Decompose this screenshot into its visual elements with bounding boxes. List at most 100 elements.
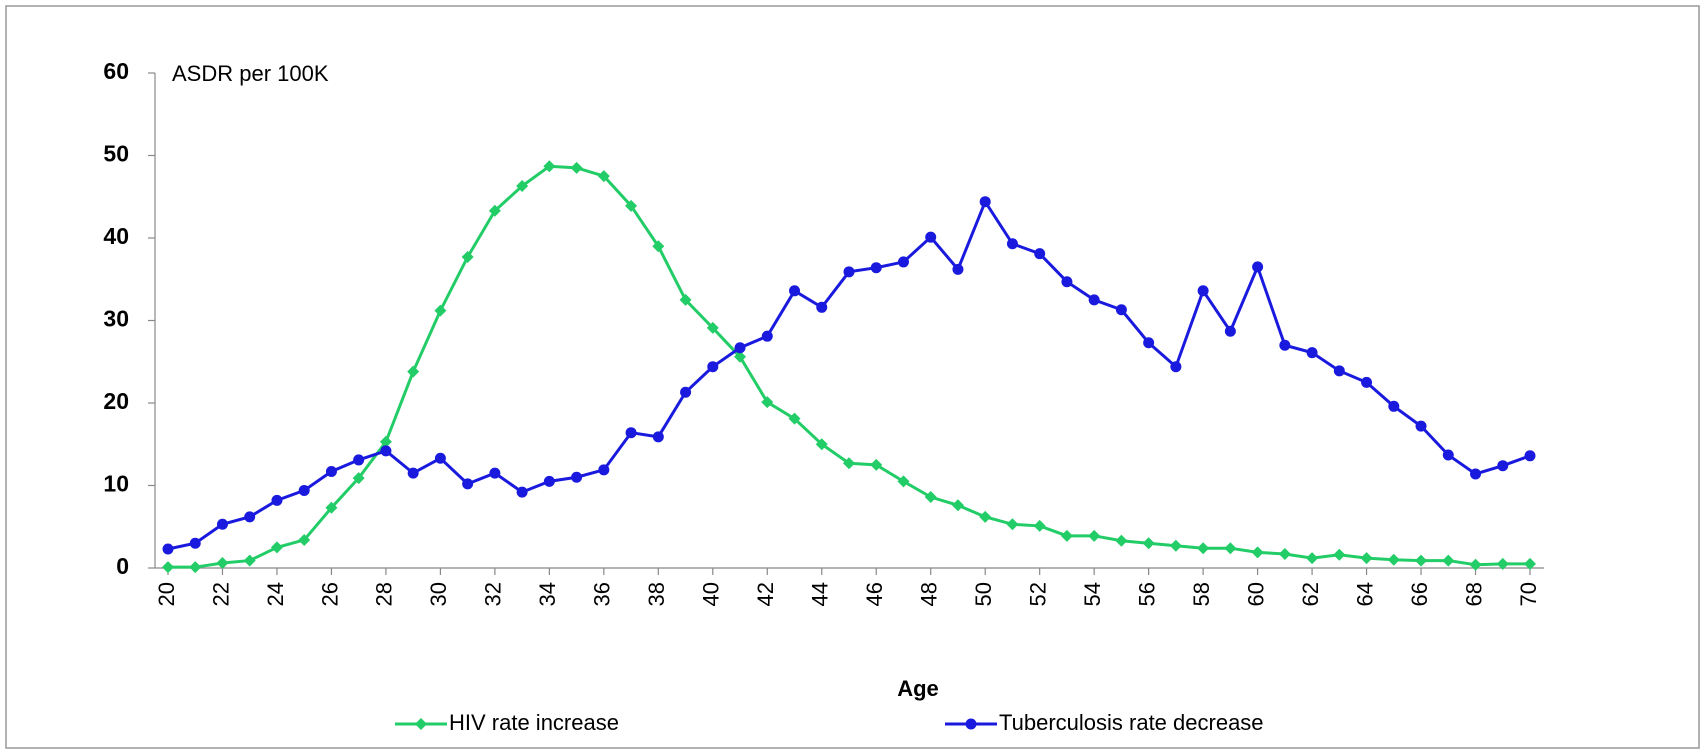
x-tick-label: 50 — [971, 582, 996, 606]
point — [1278, 547, 1291, 560]
point — [380, 445, 392, 457]
legend-marker — [415, 718, 427, 730]
chart-frame — [5, 5, 1700, 749]
x-tick-label: 24 — [263, 582, 288, 606]
point — [353, 454, 365, 466]
point — [951, 499, 964, 512]
point — [625, 427, 637, 439]
point — [788, 412, 801, 425]
x-tick-label: 60 — [1243, 582, 1268, 606]
point — [1115, 304, 1127, 316]
point — [1224, 325, 1236, 337]
point — [652, 240, 665, 253]
point — [1170, 361, 1182, 373]
point — [162, 561, 174, 574]
point — [761, 330, 773, 342]
point — [325, 465, 337, 477]
y-tick-label: 50 — [103, 141, 129, 167]
point — [1033, 519, 1046, 532]
legend-marker — [965, 718, 977, 730]
point — [243, 554, 256, 567]
y-tick-label: 10 — [103, 471, 129, 497]
point — [189, 537, 201, 549]
point — [1088, 294, 1100, 306]
point — [1252, 261, 1264, 273]
x-tick-label: 30 — [426, 582, 451, 606]
point — [1469, 558, 1482, 571]
x-tick-label: 64 — [1352, 582, 1377, 606]
point — [489, 467, 501, 479]
y-tick-label: 30 — [103, 306, 129, 332]
x-tick-label: 22 — [208, 582, 233, 606]
x-tick-label: 26 — [317, 582, 342, 606]
point — [1360, 552, 1373, 565]
x-tick-label: 38 — [644, 582, 669, 606]
point — [1006, 518, 1019, 531]
x-tick-label: 32 — [481, 582, 506, 606]
x-tick-label: 44 — [808, 582, 833, 606]
point — [516, 486, 528, 498]
legend-label: Tuberculosis rate decrease — [999, 710, 1264, 735]
y-tick-label: 60 — [103, 58, 129, 84]
point — [1497, 460, 1509, 472]
point — [1306, 347, 1318, 359]
point — [379, 435, 392, 448]
x-tick-label: 34 — [535, 582, 560, 606]
point — [680, 386, 692, 398]
x-tick-label: 48 — [917, 582, 942, 606]
point — [816, 301, 828, 313]
point — [216, 518, 228, 530]
point — [1306, 552, 1319, 565]
point — [543, 160, 556, 173]
point — [979, 510, 992, 523]
point — [1333, 548, 1346, 561]
y-tick-label: 40 — [103, 223, 129, 249]
point — [706, 321, 719, 334]
point — [1197, 285, 1209, 297]
point — [244, 511, 256, 523]
x-axis-label: Age — [897, 676, 939, 701]
point — [952, 263, 964, 275]
point — [897, 256, 909, 268]
x-tick-label: 52 — [1025, 582, 1050, 606]
x-tick-label: 40 — [699, 582, 724, 606]
x-tick-label: 28 — [372, 582, 397, 606]
point — [1333, 365, 1345, 377]
point — [162, 543, 174, 555]
point — [1061, 276, 1073, 288]
point — [897, 475, 910, 488]
point — [1251, 546, 1264, 559]
point — [1088, 529, 1101, 542]
point — [789, 285, 801, 297]
point — [652, 431, 664, 443]
point — [407, 365, 420, 378]
point — [815, 438, 828, 451]
y-tick-label: 20 — [103, 388, 129, 414]
point — [1470, 468, 1482, 480]
point — [189, 561, 202, 574]
point — [1115, 534, 1128, 547]
x-tick-label: 70 — [1516, 582, 1541, 606]
point — [707, 361, 719, 373]
point — [1197, 542, 1210, 555]
y-axis-label: ASDR per 100K — [172, 61, 329, 86]
point — [1524, 450, 1536, 462]
y-tick-label: 0 — [116, 553, 129, 579]
x-tick-label: 58 — [1189, 582, 1214, 606]
point — [1496, 557, 1509, 570]
point — [924, 491, 937, 504]
x-tick-label: 56 — [1134, 582, 1159, 606]
x-tick-label: 36 — [590, 582, 615, 606]
point — [734, 350, 747, 363]
point — [597, 170, 610, 183]
x-tick-label: 62 — [1298, 582, 1323, 606]
point — [1169, 539, 1182, 552]
point — [1415, 420, 1427, 432]
point — [571, 471, 583, 483]
point — [461, 250, 474, 263]
point — [1034, 248, 1046, 260]
point — [216, 557, 229, 570]
point — [516, 180, 529, 193]
point — [598, 464, 610, 476]
